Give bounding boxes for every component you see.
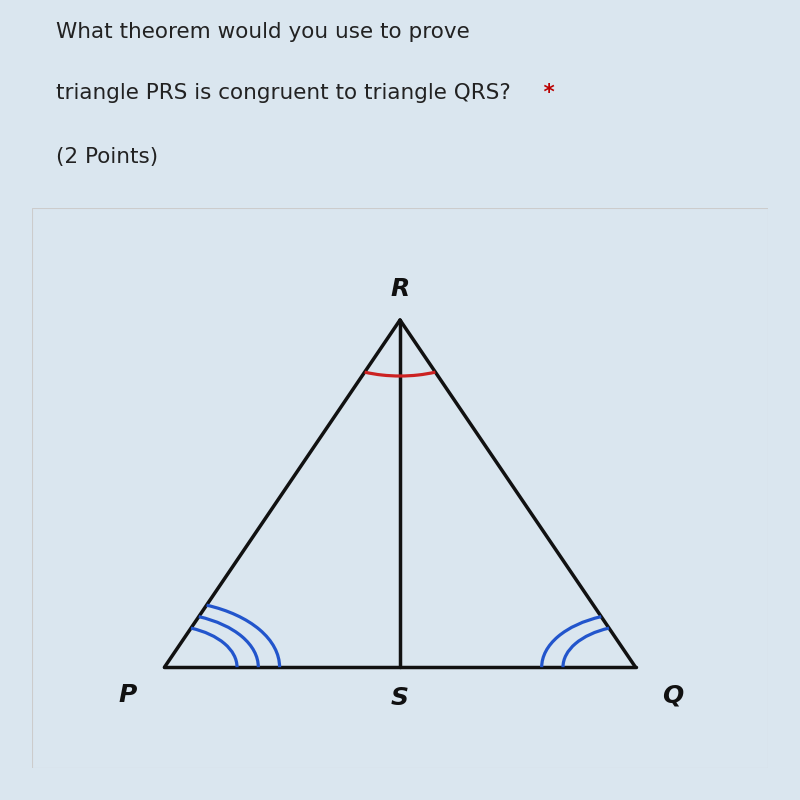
Text: R: R [390,277,410,301]
Text: S: S [391,686,409,710]
Text: triangle PRS is congruent to triangle QRS?: triangle PRS is congruent to triangle QR… [56,82,510,102]
Text: (2 Points): (2 Points) [56,147,158,167]
Text: P: P [118,683,137,707]
Text: What theorem would you use to prove: What theorem would you use to prove [56,22,470,42]
Text: *: * [536,82,554,102]
Text: Q: Q [662,683,683,707]
